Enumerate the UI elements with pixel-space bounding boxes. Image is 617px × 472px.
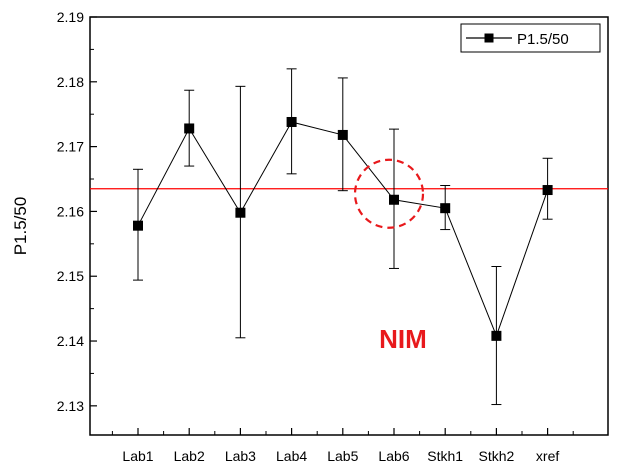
legend-label: P1.5/50 xyxy=(517,31,569,48)
y-axis-label: P1.5/50 xyxy=(11,197,30,256)
error-bars xyxy=(133,68,553,406)
legend-marker xyxy=(484,33,494,43)
y-tick-label: 2.16 xyxy=(57,203,84,219)
data-point-lab2 xyxy=(184,123,195,134)
x-tick-label: Stkh2 xyxy=(478,448,514,464)
y-axis: 2.13 2.14 2.15 2.16 2.17 2.18 2.19 xyxy=(57,9,97,436)
y-tick-label: 2.13 xyxy=(57,398,84,414)
x-tick-label: Lab6 xyxy=(378,448,409,464)
legend: P1.5/50 xyxy=(460,23,601,53)
y-tick-label: 2.17 xyxy=(57,139,84,155)
x-tick-label: Lab3 xyxy=(225,448,256,464)
data-point-lab3 xyxy=(235,207,246,218)
y-tick-label: 2.19 xyxy=(57,9,84,25)
data-point-stkh2 xyxy=(491,330,502,341)
data-point-lab4 xyxy=(286,116,297,127)
data-point-lab1 xyxy=(133,220,143,231)
data-points xyxy=(133,116,553,341)
y-tick-label: 2.18 xyxy=(57,74,84,90)
x-tick-label: Lab2 xyxy=(174,448,205,464)
highlight-dashed-circle xyxy=(353,158,425,229)
highlight-circle xyxy=(353,158,425,229)
plot-frame xyxy=(89,16,609,436)
x-axis: Lab1 Lab2 Lab3 Lab4 Lab5 Lab6 Stkh1 Stkh2 xref xyxy=(111,428,574,464)
data-point-xref xyxy=(542,185,553,196)
data-point-stkh1 xyxy=(440,203,451,214)
annotation-nim: NIM xyxy=(379,324,427,354)
x-tick-label: Lab4 xyxy=(276,448,307,464)
data-point-lab6 xyxy=(389,194,399,205)
data-point-lab5 xyxy=(337,129,348,140)
x-tick-label: xref xyxy=(536,448,559,464)
y-tick-label: 2.14 xyxy=(57,333,84,349)
x-tick-label: Lab5 xyxy=(327,448,358,464)
x-tick-label: Stkh1 xyxy=(427,448,463,464)
x-tick-label: Lab1 xyxy=(122,448,153,464)
y-tick-label: 2.15 xyxy=(57,268,84,284)
